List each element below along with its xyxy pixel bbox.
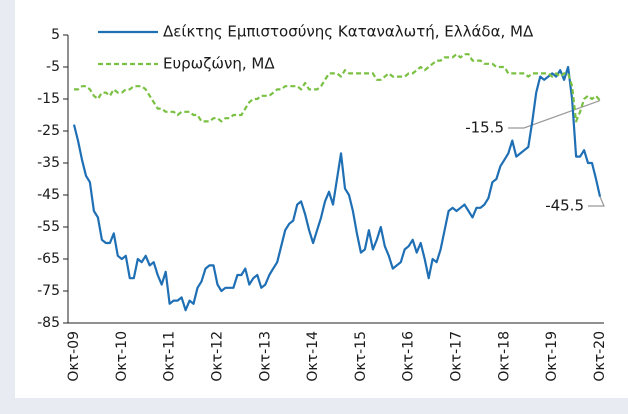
y-tick-label: 5 xyxy=(51,27,60,43)
x-tick-label: Οκτ-17 xyxy=(449,331,465,382)
annotation: -45.5 xyxy=(545,197,584,215)
y-tick-label: -45 xyxy=(37,187,60,203)
x-tick-label: Οκτ-12 xyxy=(209,331,225,382)
y-tick-label: -75 xyxy=(37,283,60,299)
legend-background xyxy=(94,53,314,75)
x-tick-label: Οκτ-18 xyxy=(496,331,512,382)
legend-label: Δείκτης Εμπιστοσύνης Καταναλωτή, Ελλάδα,… xyxy=(163,23,534,41)
annotation-leader xyxy=(588,196,605,207)
data-line xyxy=(74,53,601,123)
x-tick-label: Οκτ-20 xyxy=(592,331,608,382)
y-tick-label: -55 xyxy=(37,219,60,235)
y-tick-label: -65 xyxy=(37,251,60,267)
y-tick-label: -85 xyxy=(37,315,60,331)
x-tick-label: Οκτ-14 xyxy=(305,331,321,382)
data-line xyxy=(72,65,602,312)
x-tick-label: Οκτ-10 xyxy=(114,331,130,382)
y-tick-label: -35 xyxy=(37,155,60,171)
x-tick-label: Οκτ-16 xyxy=(401,331,417,382)
x-tick-label: Οκτ-19 xyxy=(544,331,560,382)
y-tick-label: -15 xyxy=(37,91,60,107)
y-tick-label: -25 xyxy=(37,123,60,139)
annotation: -15.5 xyxy=(465,119,504,137)
x-tick-label: Οκτ-13 xyxy=(257,331,273,382)
x-tick-label: Οκτ-15 xyxy=(353,331,369,382)
x-tick-label: Οκτ-09 xyxy=(66,331,82,382)
x-tick-label: Οκτ-11 xyxy=(162,331,178,382)
legend-label: Ευρωζώνη, ΜΔ xyxy=(163,55,275,73)
legend-background xyxy=(94,21,624,43)
y-tick-label: -5 xyxy=(46,59,60,75)
